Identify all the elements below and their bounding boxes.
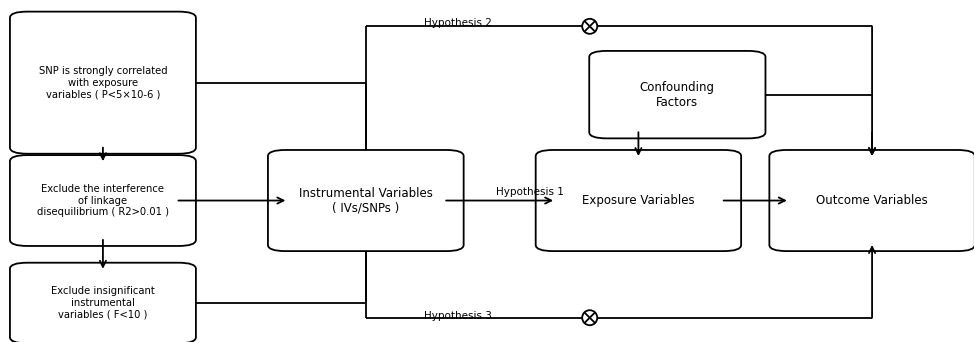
Text: Exclude the interference
of linkage
disequilibrium ( R2>0.01 ): Exclude the interference of linkage dise…	[37, 184, 169, 217]
FancyBboxPatch shape	[10, 155, 196, 246]
FancyBboxPatch shape	[10, 263, 196, 343]
FancyBboxPatch shape	[268, 150, 464, 251]
Text: Exposure Variables: Exposure Variables	[582, 194, 695, 207]
Text: SNP is strongly correlated
with exposure
variables ( P<5×10-6 ): SNP is strongly correlated with exposure…	[39, 66, 168, 99]
FancyBboxPatch shape	[10, 12, 196, 154]
Text: Instrumental Variables
( IVs/SNPs ): Instrumental Variables ( IVs/SNPs )	[299, 187, 433, 214]
Text: Hypothesis 2: Hypothesis 2	[424, 18, 492, 28]
FancyBboxPatch shape	[535, 150, 741, 251]
FancyBboxPatch shape	[589, 51, 765, 138]
Text: Confounding
Factors: Confounding Factors	[640, 81, 715, 109]
Text: Exclude insignificant
instrumental
variables ( F<10 ): Exclude insignificant instrumental varia…	[51, 286, 155, 320]
FancyBboxPatch shape	[769, 150, 975, 251]
Text: Hypothesis 3: Hypothesis 3	[424, 311, 492, 321]
Text: Hypothesis 1: Hypothesis 1	[496, 187, 565, 197]
Text: Outcome Variables: Outcome Variables	[816, 194, 928, 207]
